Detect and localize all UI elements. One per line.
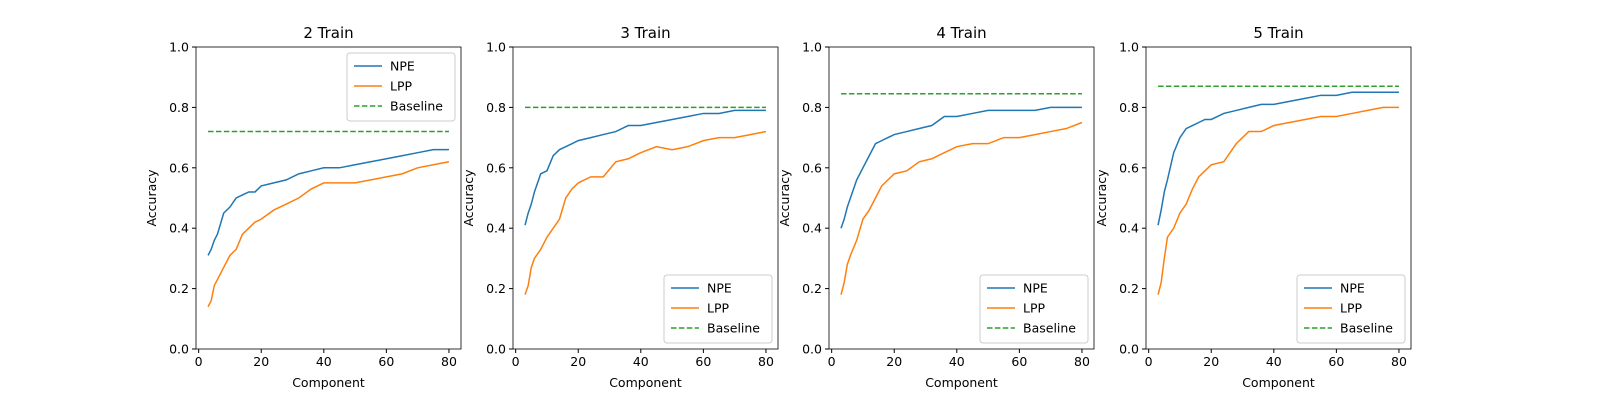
y-tick-label: 0.0	[486, 342, 506, 357]
y-axis-label: Accuracy	[777, 169, 792, 227]
x-tick-label: 20	[886, 354, 902, 369]
y-tick-label: 0.0	[1119, 342, 1139, 357]
y-tick-label: 0.2	[169, 281, 189, 296]
x-tick-label: 40	[633, 354, 649, 369]
legend-box	[979, 274, 1089, 344]
y-tick-label: 0.4	[802, 221, 822, 236]
x-tick-label: 40	[316, 354, 332, 369]
x-tick-label: 0	[828, 354, 836, 369]
legend: NPE LPP Baseline	[979, 274, 1089, 344]
series-line	[524, 130, 767, 295]
y-tick-label: 0.6	[169, 160, 189, 175]
subplot: 2 Train 0 20 40 60 80 0.0 0.2 0.4 0.6 0.8 1.0 Compon…	[144, 24, 462, 390]
axes-frame	[512, 46, 779, 350]
legend-label: NPE	[1023, 281, 1048, 296]
y-tick-label: 0.4	[169, 221, 189, 236]
x-tick-label: 80	[758, 354, 774, 369]
legend-label: LPP	[1023, 301, 1046, 316]
y-tick-label: 0.2	[802, 281, 822, 296]
x-axis-label: Component	[925, 375, 998, 390]
y-axis-label: Accuracy	[144, 169, 159, 227]
legend: NPE LPP Baseline	[346, 52, 456, 122]
y-tick-label: 0.6	[1119, 160, 1139, 175]
x-tick-label: 0	[195, 354, 203, 369]
series-line	[840, 121, 1083, 295]
legend-label: Baseline	[1340, 321, 1393, 336]
axes-frame	[195, 46, 462, 350]
x-tick-label: 20	[570, 354, 586, 369]
subplot: 3 Train 0 20 40 60 80 0.0 0.2 0.4 0.6 0.8 1.0 Compon…	[461, 24, 779, 390]
y-tick-label: 0.4	[1119, 221, 1139, 236]
x-axis-label: Component	[292, 375, 365, 390]
x-tick-label: 60	[378, 354, 394, 369]
x-axis-label: Component	[1242, 375, 1315, 390]
x-tick-label: 60	[1328, 354, 1344, 369]
x-tick-label: 20	[1203, 354, 1219, 369]
y-tick-label: 0.8	[486, 100, 506, 115]
legend-label: Baseline	[390, 99, 443, 114]
y-tick-label: 0.2	[486, 281, 506, 296]
x-tick-label: 40	[1266, 354, 1282, 369]
axes-frame	[1145, 46, 1412, 350]
axes-frame	[828, 46, 1095, 350]
x-tick-label: 80	[1074, 354, 1090, 369]
legend-label: Baseline	[707, 321, 760, 336]
x-tick-label: 40	[949, 354, 965, 369]
y-tick-label: 0.0	[802, 342, 822, 357]
legend-label: NPE	[707, 281, 732, 296]
legend-box	[346, 52, 456, 122]
y-tick-label: 0.8	[169, 100, 189, 115]
legend-label: NPE	[1340, 281, 1365, 296]
y-tick-label: 0.0	[169, 342, 189, 357]
y-tick-label: 0.8	[802, 100, 822, 115]
legend-label: LPP	[390, 79, 413, 94]
x-tick-label: 80	[441, 354, 457, 369]
series-line	[207, 161, 450, 308]
series-line	[524, 109, 766, 226]
series-line	[1157, 106, 1399, 295]
subplot: 5 Train 0 20 40 60 80 0.0 0.2 0.4 0.6 0.8 1.0 Compon…	[1094, 24, 1412, 390]
series-line	[840, 106, 1082, 229]
subplot-title: 5 Train	[1253, 24, 1303, 42]
subplot-title: 4 Train	[936, 24, 986, 42]
y-tick-label: 0.2	[1119, 281, 1139, 296]
legend: NPE LPP Baseline	[663, 274, 773, 344]
legend-label: LPP	[707, 301, 730, 316]
subplot-title: 3 Train	[620, 24, 670, 42]
y-tick-label: 0.6	[802, 160, 822, 175]
y-tick-label: 0.8	[1119, 100, 1139, 115]
subplot: 4 Train 0 20 40 60 80 0.0 0.2 0.4 0.6 0.8 1.0 Compon…	[777, 24, 1095, 390]
y-tick-label: 1.0	[802, 40, 822, 55]
x-tick-label: 20	[253, 354, 269, 369]
y-tick-label: 0.6	[486, 160, 506, 175]
y-tick-label: 1.0	[1119, 40, 1139, 55]
y-tick-label: 1.0	[486, 40, 506, 55]
legend-label: Baseline	[1023, 321, 1076, 336]
y-tick-label: 1.0	[169, 40, 189, 55]
x-tick-label: 80	[1391, 354, 1407, 369]
x-tick-label: 60	[695, 354, 711, 369]
series-line	[207, 148, 449, 256]
legend-box	[1296, 274, 1406, 344]
x-tick-label: 60	[1011, 354, 1027, 369]
subplot-title: 2 Train	[303, 24, 353, 42]
y-axis-label: Accuracy	[1094, 169, 1109, 227]
y-axis-label: Accuracy	[461, 169, 476, 227]
legend-box	[663, 274, 773, 344]
legend-label: NPE	[390, 59, 415, 74]
x-tick-label: 0	[1145, 354, 1153, 369]
x-axis-label: Component	[609, 375, 682, 390]
legend: NPE LPP Baseline	[1296, 274, 1406, 344]
x-tick-label: 0	[512, 354, 520, 369]
legend-label: LPP	[1340, 301, 1363, 316]
y-tick-label: 0.4	[486, 221, 506, 236]
series-line	[1157, 91, 1399, 226]
